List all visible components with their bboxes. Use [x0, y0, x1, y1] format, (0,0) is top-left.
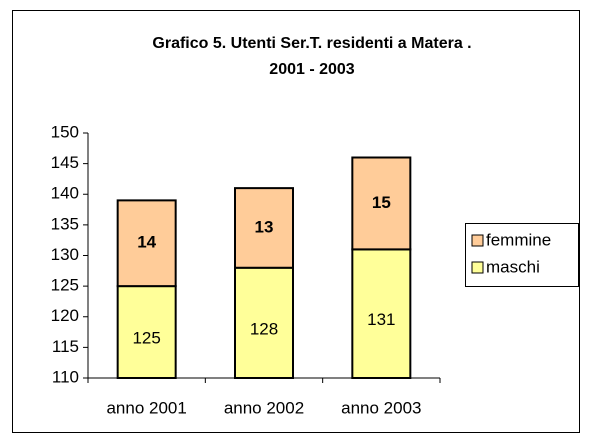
- data-label: 128: [250, 319, 278, 338]
- y-tick-label: 145: [51, 153, 79, 172]
- legend-label: maschi: [486, 257, 540, 276]
- legend-box: [465, 223, 579, 287]
- x-tick-label: anno 2003: [341, 398, 421, 417]
- legend-label: femmine: [486, 230, 551, 249]
- data-label: 14: [137, 233, 156, 252]
- data-label: 125: [132, 329, 160, 348]
- y-tick-label: 150: [51, 122, 79, 141]
- chart-frame: [12, 10, 580, 433]
- bar-segment: [116, 285, 177, 379]
- x-tick-label: anno 2002: [224, 398, 304, 417]
- y-tick-label: 120: [51, 306, 79, 325]
- legend-swatch: [471, 234, 484, 247]
- chart-title: Grafico 5. Utenti Ser.T. residenti a Mat…: [152, 35, 471, 52]
- y-tick-label: 125: [51, 276, 79, 295]
- bar-segment: [234, 266, 294, 379]
- x-tick-label: anno 2001: [106, 398, 186, 417]
- chart-title: 2001 - 2003: [269, 61, 355, 78]
- y-tick-label: 130: [51, 245, 79, 264]
- bar-segment: [234, 187, 294, 269]
- y-tick-label: 135: [51, 214, 79, 233]
- data-label: 15: [372, 193, 391, 212]
- data-label: 13: [255, 217, 274, 236]
- y-tick-label: 115: [52, 337, 79, 356]
- data-label: 131: [367, 310, 395, 329]
- y-tick-label: 110: [52, 367, 79, 386]
- bar-segment: [351, 156, 412, 251]
- y-tick-label: 140: [51, 184, 79, 203]
- bar-segment: [116, 199, 177, 288]
- legend-swatch: [471, 261, 484, 274]
